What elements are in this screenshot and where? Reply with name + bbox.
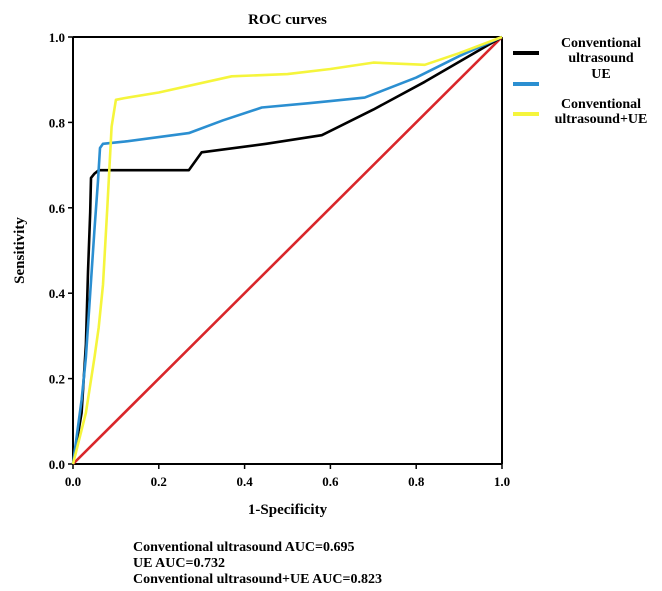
x-tick-label: 0.4 [236, 474, 253, 489]
auc-notes: Conventional ultrasound AUC=0.695 UE AUC… [133, 540, 382, 588]
y-tick-label: 0.2 [49, 372, 65, 387]
y-tick-label: 0.6 [49, 201, 66, 216]
plot-area: ROC curves 0.0 0.2 0.4 0.6 0.8 1.0 0.0 0.2 0.4 0.6… [12, 12, 510, 518]
series-line-3 [72, 36, 503, 465]
legend-label-0: ultrasound [568, 51, 634, 66]
y-tick-label: 0.0 [49, 457, 65, 472]
legend: ConventionalultrasoundUEConventionalultr… [513, 36, 647, 127]
series-line-1 [71, 35, 503, 465]
legend-label-1: UE [591, 67, 610, 82]
x-tick-label: 0.6 [322, 474, 339, 489]
x-tick-label: 0.0 [65, 474, 81, 489]
x-tick-label: 0.8 [408, 474, 425, 489]
roc-chart: ROC curves 0.0 0.2 0.4 0.6 0.8 1.0 0.0 0.2 0.4 0.6… [12, 12, 647, 518]
x-tick-label: 0.2 [151, 474, 167, 489]
y-axis-label: Sensitivity [12, 217, 28, 284]
y-tick-label: 0.4 [49, 286, 66, 301]
legend-label-2: ultrasound+UE [555, 112, 648, 127]
y-tick-label: 0.8 [49, 115, 66, 130]
x-tick-label: 1.0 [494, 474, 510, 489]
chart-title: ROC curves [248, 12, 327, 28]
auc-note-ue: UE AUC=0.732 [133, 556, 225, 571]
auc-note-conventional: Conventional ultrasound AUC=0.695 [133, 540, 355, 555]
auc-note-combined: Conventional ultrasound+UE AUC=0.823 [133, 572, 382, 587]
legend-label-2: Conventional [561, 97, 641, 112]
series-line-2 [71, 35, 503, 465]
x-axis-label: 1-Specificity [248, 502, 328, 518]
y-tick-label: 1.0 [49, 30, 65, 45]
legend-label-0: Conventional [561, 36, 641, 51]
